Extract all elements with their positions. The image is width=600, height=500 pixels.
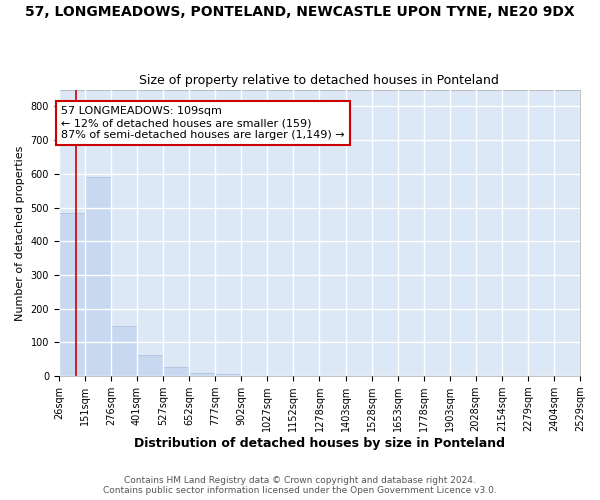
Bar <box>189 374 215 376</box>
Bar <box>137 355 163 376</box>
X-axis label: Distribution of detached houses by size in Ponteland: Distribution of detached houses by size … <box>134 437 505 450</box>
Bar <box>85 177 111 376</box>
Text: Contains HM Land Registry data © Crown copyright and database right 2024.
Contai: Contains HM Land Registry data © Crown c… <box>103 476 497 495</box>
Title: Size of property relative to detached houses in Ponteland: Size of property relative to detached ho… <box>139 74 499 87</box>
Bar <box>163 367 189 376</box>
Bar <box>59 212 85 376</box>
Bar <box>215 374 241 376</box>
Bar <box>111 326 137 376</box>
Text: 57, LONGMEADOWS, PONTELAND, NEWCASTLE UPON TYNE, NE20 9DX: 57, LONGMEADOWS, PONTELAND, NEWCASTLE UP… <box>25 5 575 19</box>
Y-axis label: Number of detached properties: Number of detached properties <box>15 145 25 320</box>
Text: 57 LONGMEADOWS: 109sqm
← 12% of detached houses are smaller (159)
87% of semi-de: 57 LONGMEADOWS: 109sqm ← 12% of detached… <box>61 106 345 140</box>
